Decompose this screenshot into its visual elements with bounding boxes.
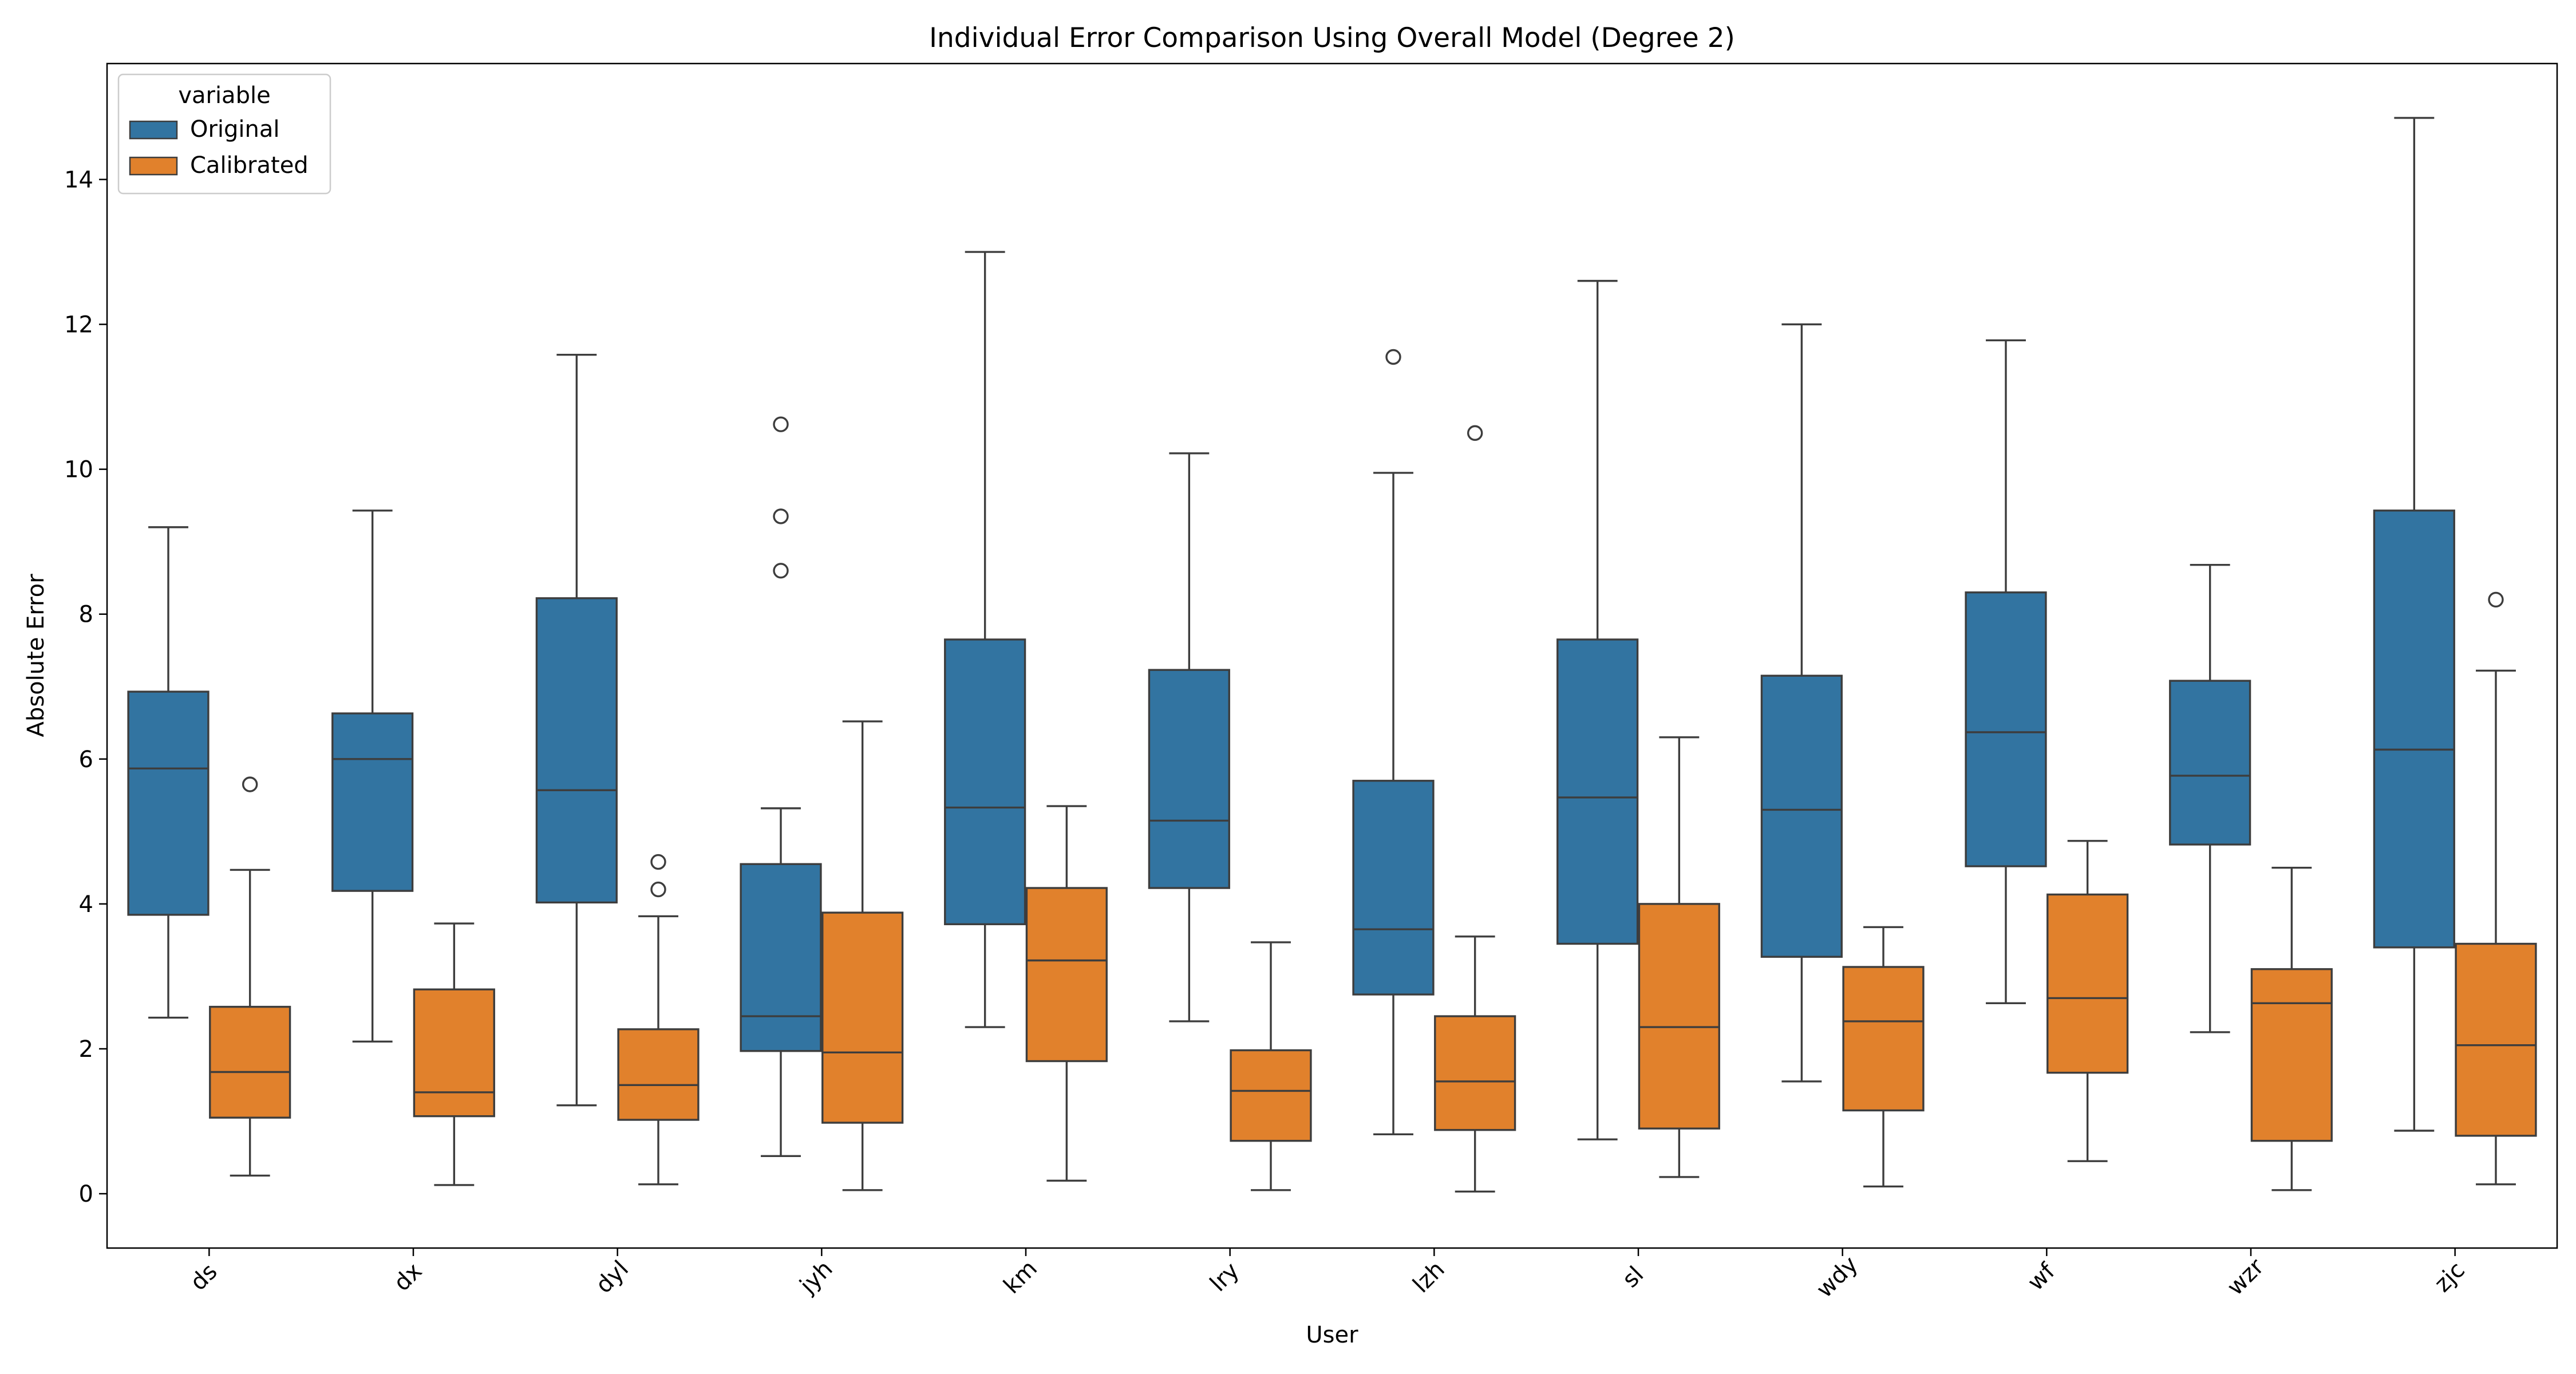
box-body [944,638,1026,926]
box-body [2169,680,2251,846]
box-dyl-original [535,354,618,1107]
box-sl-calibrated [1638,736,1720,1178]
y-tick-label: 2 [79,1036,93,1063]
box-sl-original [1556,279,1639,1140]
legend-title: variable [178,82,270,109]
series-original [127,117,2455,1157]
box-wf-original [1965,339,2047,1004]
box-body [1556,638,1639,945]
box-body [1842,966,1925,1112]
box-body [2455,942,2537,1137]
box-body [2250,968,2333,1142]
box-body [617,1028,700,1121]
box-zjc-original [2373,117,2455,1132]
box-jyh-calibrated [821,720,904,1191]
box-body [127,690,210,916]
y-tick-label: 12 [64,312,93,338]
outlier-point [2488,591,2504,608]
box-body [209,1005,291,1119]
outlier-point [773,416,789,432]
outlier-point [1467,425,1483,441]
y-tick-label: 10 [64,457,93,483]
box-wdy-original [1760,323,1843,1083]
y-tick-label: 0 [79,1181,93,1207]
box-body [1148,669,1230,889]
y-tick-label: 6 [79,747,93,773]
box-jyh-original [740,416,822,1157]
box-lzh-calibrated [1434,425,1516,1193]
box-wf-calibrated [2046,840,2129,1162]
box-lzh-original [1352,349,1435,1136]
chart-title: Individual Error Comparison Using Overal… [929,22,1735,54]
box-ds-original [127,526,210,1019]
x-axis-label: User [1306,1322,1358,1348]
box-km-original [944,251,1026,1028]
outlier-point [650,854,666,870]
outlier-point [1385,349,1401,365]
box-body [2046,893,2129,1074]
plot-area [127,117,2537,1193]
y-tick-label: 8 [79,602,93,628]
box-km-calibrated [1025,805,1108,1182]
box-wdy-calibrated [1842,926,1925,1188]
y-tick-label: 14 [64,167,93,193]
box-dyl-calibrated [617,854,700,1186]
outlier-point [773,508,789,524]
box-body [1965,591,2047,867]
legend: variable Original Calibrated [117,73,331,195]
box-lry-calibrated [1230,941,1312,1191]
box-body [821,911,904,1124]
box-body [1638,903,1720,1130]
box-body [1230,1049,1312,1142]
box-wzr-calibrated [2250,866,2333,1191]
box-body [740,863,822,1052]
series-calibrated [209,425,2537,1193]
box-dx-original [331,510,414,1043]
y-tick-label: 4 [79,891,93,918]
y-axis-label: Absolute Error [23,574,49,737]
box-dx-calibrated [413,922,495,1186]
box-ds-calibrated [209,776,291,1177]
box-body [2373,510,2455,949]
legend-swatch-calibrated [129,156,178,176]
box-body [1760,674,1843,958]
box-body [331,712,414,892]
outlier-point [773,563,789,579]
box-zjc-calibrated [2455,591,2537,1186]
outlier-point [242,776,258,792]
box-body [1434,1015,1516,1131]
box-body [535,597,618,904]
legend-swatch-original [129,120,178,140]
box-body [1352,780,1435,996]
legend-label-original: Original [190,116,280,143]
box-wzr-original [2169,563,2251,1033]
box-body [1025,887,1108,1063]
axes-frame [106,62,2558,1249]
box-lry-original [1148,452,1230,1022]
outlier-point [650,881,666,898]
legend-label-calibrated: Calibrated [190,152,309,179]
box-body [413,988,495,1118]
